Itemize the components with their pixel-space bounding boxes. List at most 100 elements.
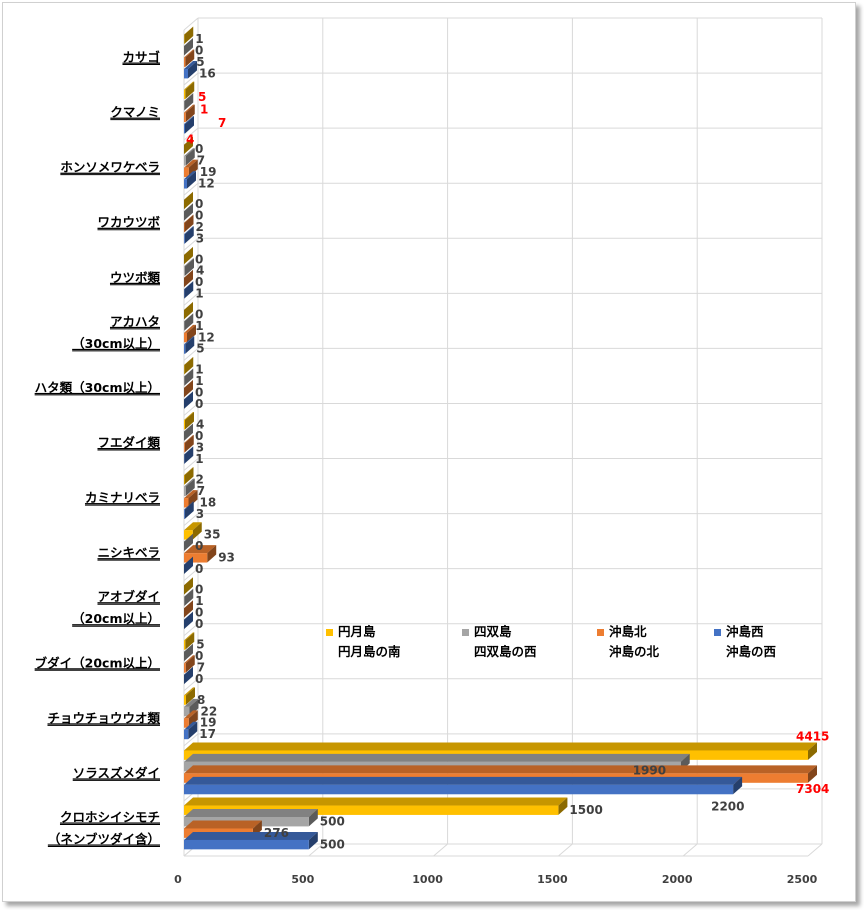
legend-swatch (597, 629, 604, 636)
bar (184, 124, 185, 134)
bar-side-face (184, 191, 193, 210)
data-label: 0 (195, 252, 203, 266)
bar (184, 553, 208, 563)
bar-top-face (184, 753, 690, 762)
bar (184, 234, 185, 244)
data-label: 5 (196, 638, 204, 652)
side-wall-gridline (183, 458, 199, 471)
category-label: チョウチョウウオ類 (47, 710, 160, 725)
floor-gridline (682, 843, 698, 857)
bar-top-face (184, 336, 195, 345)
bar-side-face (184, 379, 193, 398)
floor-gridline (558, 843, 573, 857)
data-label: 4415 (796, 729, 829, 743)
bar-side-face (184, 391, 193, 409)
bar-side-face (184, 446, 194, 464)
data-label: 19 (200, 716, 217, 730)
bar-top-face (184, 214, 194, 223)
bar (184, 663, 186, 673)
bar (184, 805, 559, 815)
data-label: 5 (196, 342, 204, 356)
floor-gridline (308, 843, 324, 857)
bar-side-face (184, 533, 193, 552)
side-wall-gridline (183, 182, 199, 196)
bar-top-face (184, 226, 194, 235)
x-tick-label: 1500 (537, 873, 568, 886)
category-label: ニシキベラ (97, 545, 160, 560)
bar-top-face (184, 478, 195, 487)
data-labels-layer: 1051651740719120023040101125110040312718… (186, 32, 829, 851)
data-label: 19 (200, 165, 217, 179)
x-tick-label: 2000 (662, 873, 693, 886)
x-tick-label: 2500 (787, 873, 818, 886)
bar-side-face (184, 281, 194, 299)
bar-side-face (184, 467, 194, 485)
data-label: 0 (195, 539, 203, 553)
bar-top-face (184, 49, 195, 58)
bar (184, 167, 189, 178)
data-label: 8 (197, 693, 205, 707)
bar-top-face (184, 258, 194, 267)
bar-side-face (188, 710, 198, 728)
side-wall-gridline (183, 17, 199, 31)
legend-swatch (462, 629, 469, 636)
bar-side-face (184, 93, 194, 111)
bar-top-face (184, 776, 743, 785)
bar-top-face (184, 116, 194, 125)
bar-side-face (184, 643, 193, 662)
bar-side-face (185, 104, 195, 123)
legend-entry-sublabel: 円月島の南 (338, 644, 401, 659)
bar-side-face (184, 423, 193, 441)
legend-entry-sublabel: 四双島の西 (474, 644, 537, 659)
data-label: 0 (195, 307, 203, 321)
legend-entry-label: 円月島 (338, 624, 376, 639)
data-label: 1 (195, 319, 203, 333)
data-label: 1 (195, 287, 203, 301)
category-label: アオブダイ (97, 589, 160, 604)
bar-top-face (184, 808, 318, 817)
bar-side-face (185, 336, 195, 354)
data-label: 3 (196, 440, 204, 454)
bar-top-face (184, 61, 197, 70)
bar-top-face (184, 742, 817, 751)
bar (184, 179, 187, 189)
side-wall-gridline (183, 623, 199, 637)
data-label: 35 (204, 528, 221, 542)
bar-top-face (184, 171, 196, 180)
category-label: カサゴ (122, 50, 160, 65)
bar (184, 344, 186, 354)
bar-side-face (184, 588, 194, 607)
bar-side-face (184, 136, 193, 155)
data-label: 0 (195, 397, 203, 411)
side-wall-gridline (183, 513, 199, 526)
legend-swatch (714, 629, 721, 636)
data-label: 500 (320, 837, 345, 851)
bar-top-face (184, 26, 194, 35)
bar-side-face (308, 808, 318, 827)
data-label: 276 (264, 826, 289, 840)
bar-side-face (184, 214, 194, 233)
bar-side-face (207, 545, 217, 563)
bar-top-face (184, 710, 198, 719)
legend-entry-sublabel: 沖島の西 (726, 644, 776, 659)
floor-gridline (807, 843, 823, 857)
bar-side-face (192, 522, 202, 540)
grid-lines (183, 17, 823, 857)
bar-side-face (185, 49, 195, 67)
bar-side-face (187, 61, 197, 79)
bar-top-face (184, 412, 194, 421)
legend-swatch (326, 629, 333, 636)
data-label: 0 (195, 617, 203, 631)
data-label: 5 (198, 90, 206, 104)
bar-side-face (188, 721, 198, 740)
bar-top-face (184, 281, 194, 290)
bar-top-face (184, 467, 194, 476)
bar (184, 498, 189, 508)
bar-side-face (185, 655, 195, 673)
bar-top-face (184, 545, 217, 554)
bar-side-face (184, 313, 194, 331)
data-label: 0 (195, 275, 203, 289)
